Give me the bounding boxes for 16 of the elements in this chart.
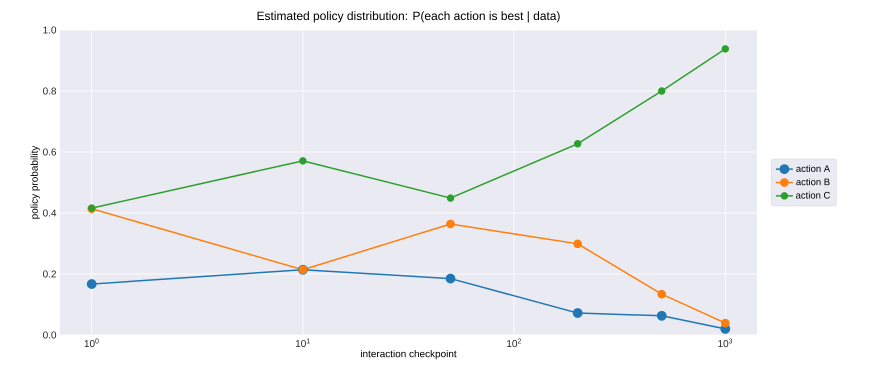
y-tick-label: 0.6 — [43, 148, 56, 156]
y-tick-label: 0.4 — [43, 209, 56, 217]
legend-label: action C — [796, 192, 830, 199]
y-tick-label: 0.8 — [43, 87, 56, 95]
chart-title: Estimated policy distribution: P(each action is best | data) — [258, 11, 560, 22]
y-tick-label: 0.2 — [43, 270, 56, 278]
y-tick-label: 0.0 — [43, 331, 56, 339]
legend-label: action B — [796, 178, 830, 186]
x-tick-label: 10$^{3}$ — [718, 338, 732, 348]
x-tick-label: 10$^{1}$ — [296, 338, 310, 348]
y-axis-title: policy probability — [30, 146, 40, 219]
x-tick-label: 10$^{2}$ — [507, 338, 521, 348]
y-tick-label: 1.0 — [43, 26, 56, 34]
x-tick-label: 10$^{0}$ — [84, 338, 99, 348]
legend-label: action A — [796, 164, 830, 172]
x-axis-title: interaction checkpoint — [360, 350, 457, 360]
